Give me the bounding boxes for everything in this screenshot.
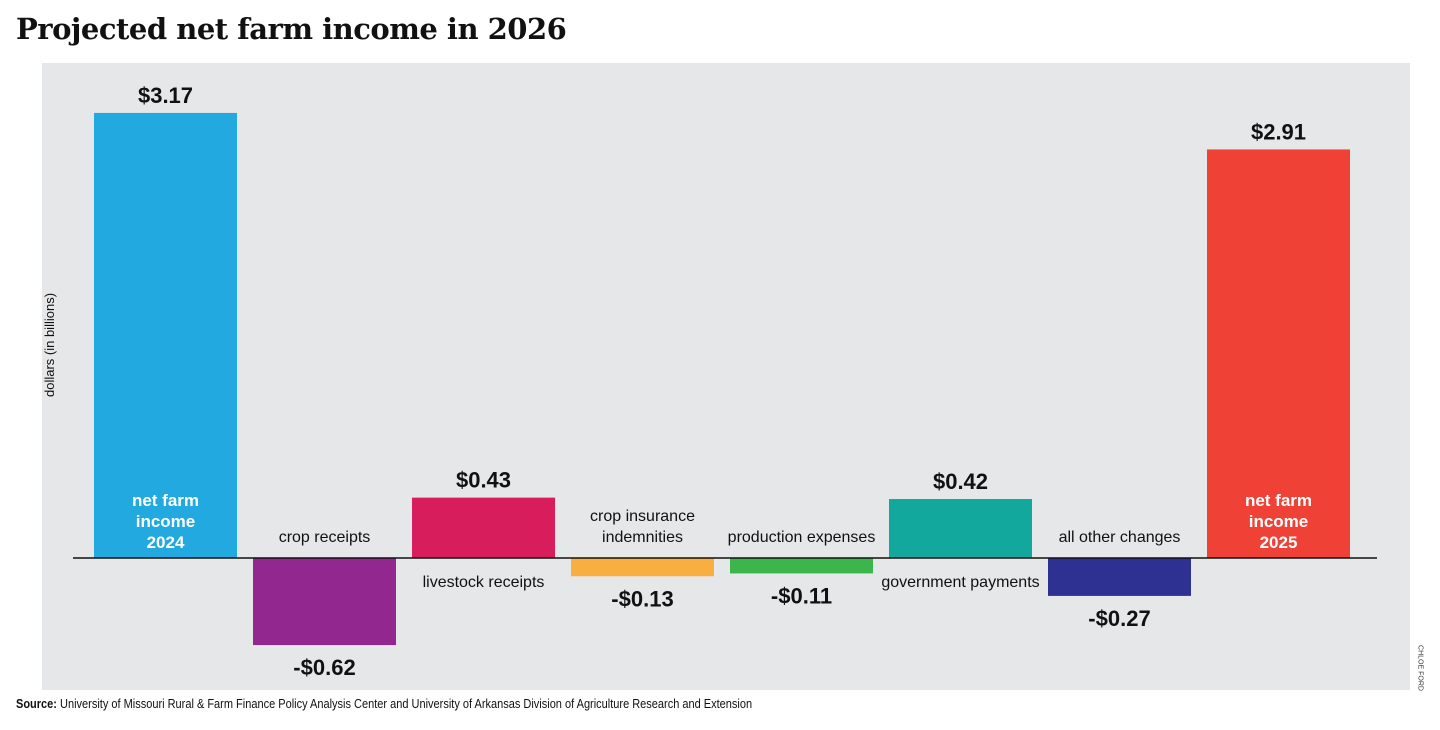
value-label: $0.43 bbox=[456, 468, 511, 493]
category-label: indemnities bbox=[602, 529, 683, 546]
plot-background bbox=[42, 63, 1410, 690]
value-label: $3.17 bbox=[138, 83, 193, 108]
y-axis-label: dollars (in billions) bbox=[42, 293, 57, 397]
bar-3 bbox=[412, 497, 555, 558]
bar-7 bbox=[1048, 558, 1191, 596]
category-label: net farm bbox=[132, 491, 199, 510]
value-label: $2.91 bbox=[1251, 119, 1306, 144]
source-text: University of Missouri Rural & Farm Fina… bbox=[60, 697, 753, 711]
value-label: -$0.27 bbox=[1088, 606, 1150, 631]
bar-8 bbox=[1207, 149, 1350, 558]
category-label: livestock receipts bbox=[423, 574, 545, 591]
category-label: crop insurance bbox=[590, 508, 695, 525]
value-label: -$0.62 bbox=[293, 655, 355, 680]
bar-6 bbox=[889, 499, 1032, 558]
value-label: -$0.11 bbox=[771, 583, 832, 608]
graphic-credit: CHLOE FORD bbox=[1416, 645, 1424, 691]
category-label: crop receipts bbox=[279, 529, 371, 546]
category-label: 2025 bbox=[1260, 533, 1298, 552]
category-label: all other changes bbox=[1059, 529, 1181, 546]
bar-5 bbox=[730, 558, 873, 574]
source-label: Source: bbox=[16, 697, 57, 711]
value-label: -$0.13 bbox=[611, 586, 673, 611]
category-label: income bbox=[136, 512, 196, 531]
category-label: government payments bbox=[881, 574, 1039, 591]
category-label: 2024 bbox=[147, 533, 185, 552]
category-label: net farm bbox=[1245, 491, 1312, 510]
value-label: $0.42 bbox=[933, 469, 988, 494]
bar-4 bbox=[571, 558, 714, 577]
bar-1 bbox=[94, 112, 237, 558]
category-label: income bbox=[1249, 512, 1309, 531]
chart-title: Projected net farm income in 2026 bbox=[16, 12, 567, 46]
category-label: production expenses bbox=[728, 529, 876, 546]
source-note: Source: University of Missouri Rural & F… bbox=[16, 697, 752, 711]
bar-2 bbox=[253, 558, 396, 646]
